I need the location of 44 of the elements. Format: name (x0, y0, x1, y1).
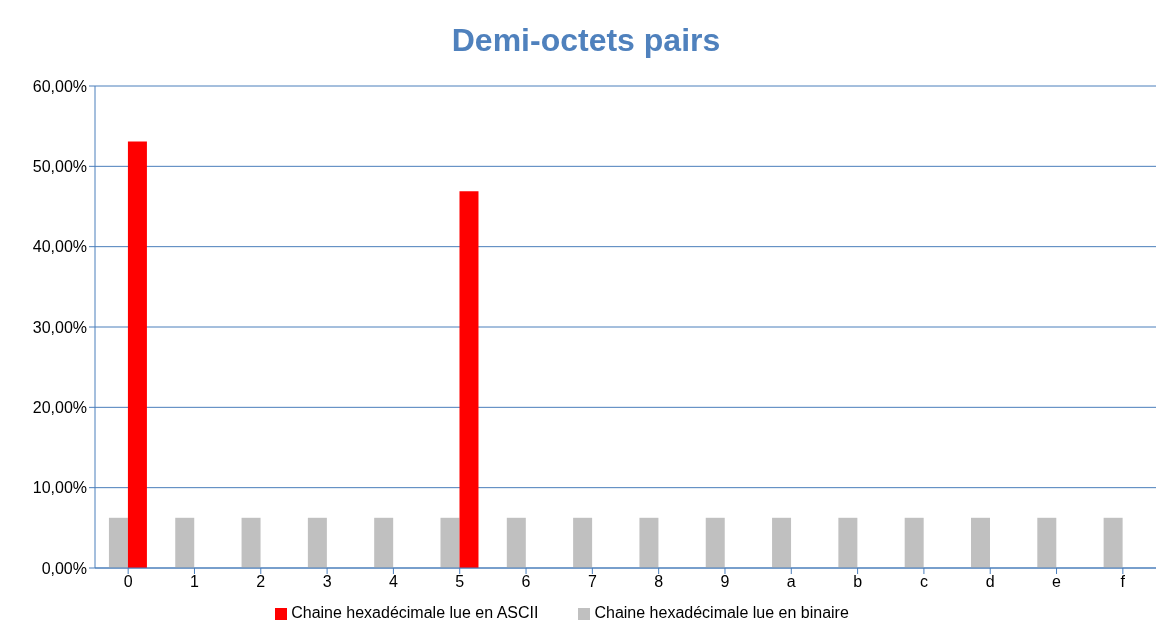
bar (440, 517, 460, 568)
bar (175, 517, 195, 568)
y-tick-label: 60,00% (32, 77, 87, 95)
legend-label: Chaine hexadécimale lue en binaire (594, 604, 849, 621)
bar (838, 517, 858, 568)
bar (374, 517, 394, 568)
x-tick-label: e (1052, 573, 1062, 591)
bar (705, 517, 725, 568)
x-tick-label: d (985, 573, 995, 591)
bar (970, 517, 990, 568)
bar (904, 517, 924, 568)
x-tick-label: 7 (587, 573, 597, 591)
x-tick-label: c (919, 573, 928, 591)
bar (241, 517, 261, 568)
bar (1103, 517, 1123, 568)
bar (506, 517, 526, 568)
x-tick-label: 4 (388, 573, 398, 591)
x-tick-label: 0 (123, 573, 133, 591)
y-tick-label: 0,00% (41, 559, 87, 577)
bar (573, 517, 593, 568)
y-tick-label: 30,00% (32, 318, 87, 336)
x-tick-label: 8 (654, 573, 664, 591)
x-tick-label: f (1120, 573, 1126, 591)
y-tick-label: 40,00% (32, 238, 87, 256)
x-tick-label: a (786, 573, 796, 591)
x-tick-label: 3 (322, 573, 332, 591)
x-tick-label: 5 (455, 573, 465, 591)
x-tick-label: 9 (720, 573, 730, 591)
x-tick-label: b (853, 573, 863, 591)
bar (1037, 517, 1057, 568)
x-tick-label: 6 (521, 573, 531, 591)
x-tick-label: 2 (256, 573, 266, 591)
x-tick-label: 1 (190, 573, 200, 591)
y-tick-label: 10,00% (32, 479, 87, 497)
bar (459, 191, 479, 568)
bar (639, 517, 659, 568)
legend-label: Chaine hexadécimale lue en ASCII (291, 604, 539, 621)
y-tick-label: 50,00% (32, 158, 87, 176)
bar (108, 517, 128, 568)
bar (127, 141, 147, 568)
y-tick-label: 20,00% (32, 399, 87, 417)
bar (307, 517, 327, 568)
bar (772, 517, 792, 568)
chart-title: Demi-octets pairs (450, 21, 722, 60)
